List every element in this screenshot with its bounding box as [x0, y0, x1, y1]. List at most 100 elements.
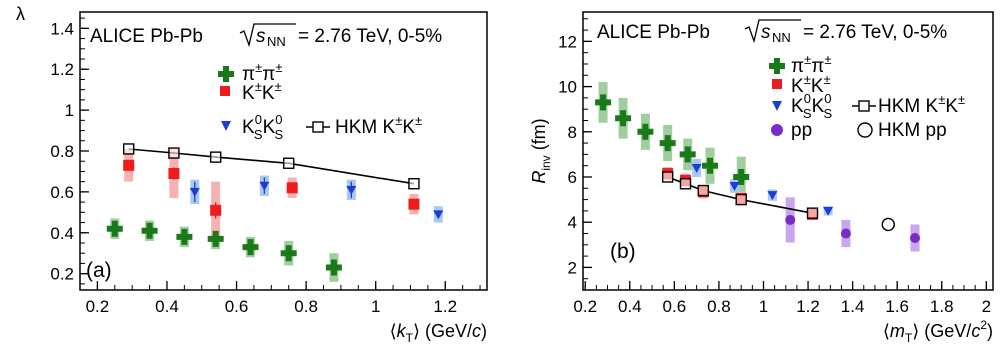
- panel-b-series-0-point: [659, 135, 676, 152]
- panel-a-markers: [106, 143, 444, 276]
- panel-a-ticks: 0.2 0.4 0.6 0.8 1 1.2 0.2 0.4 0.6 0.8 1 1.2 1.4: [50, 17, 481, 316]
- panel-b-xtick-label: 1.8: [930, 297, 954, 316]
- panel-b-series-0-point: [679, 146, 696, 163]
- panel-a-series-1-point: [168, 167, 180, 179]
- panel-a-series-2-point: [433, 210, 444, 220]
- svg-text:HKM K±K±: HKM K±K±: [878, 92, 965, 117]
- panel-a-xlabel: ⟨kT⟩ (GeV/c): [390, 321, 487, 345]
- svg-text:NN: NN: [267, 34, 286, 49]
- panel-a-xtick-label: 1: [371, 297, 380, 316]
- panel-a-lambda: 0.2 0.4 0.6 0.8 1 1.2 0.2 0.4 0.6 0.8 1 1.2 1.4 ALIC…: [16, 4, 488, 345]
- legend-b-pion-entry: π±π±: [769, 52, 832, 77]
- panel-a-series-3-point: [168, 147, 180, 159]
- panel-a-series-0-point: [207, 230, 224, 247]
- panel-a-xtick-label: 0.2: [86, 297, 110, 316]
- panel-a-xtick-label: 0.6: [225, 297, 249, 316]
- legend-b-k0s-marker: [772, 101, 782, 111]
- panel-a-frame: [79, 11, 488, 291]
- legend-b-pp-entry: pp: [771, 120, 812, 141]
- panel-b-xtick-label: 1.2: [796, 297, 820, 316]
- svg-text:NN: NN: [772, 30, 791, 45]
- panel-b-series-2-point: [691, 163, 702, 173]
- legend-a-hkm-entry: HKM K±K±: [306, 113, 422, 138]
- panel-a-ytick-label: 1: [65, 101, 74, 120]
- panel-a-series-0-point: [242, 239, 259, 256]
- panel-b-series-0-point: [637, 123, 654, 140]
- panel-a-series-2-point: [189, 187, 200, 197]
- panel-b-ticks: 0.2 0.4 0.6 0.8 1 1.2 1.4 1.6 1.8 2 2 4 6 8 10 12: [558, 18, 991, 316]
- panel-b-header-experiment: ALICE Pb-Pb: [597, 22, 710, 43]
- panel-b-ytick-label: 6: [568, 168, 577, 187]
- panel-b-xtick-label: 1.4: [841, 297, 865, 316]
- svg-text:K±K±: K±K±: [242, 79, 282, 104]
- svg-text:HKM K±K±: HKM K±K±: [335, 113, 422, 138]
- panel-a-legend: π±π± K±K± K0 SK0 S HKM K±K±: [218, 60, 422, 142]
- panel-a-series-1-point: [286, 182, 298, 194]
- panel-b-series-4-point: [806, 207, 819, 219]
- panel-b-ytick-label: 10: [558, 78, 577, 97]
- panel-a-xtick-label: 0.8: [294, 297, 318, 316]
- panel-a-series-1-point: [123, 159, 135, 171]
- panel-b-series-4-point: [735, 193, 747, 206]
- panel-a-header-energy: = 2.76 TeV, 0-5%: [298, 26, 442, 47]
- panel-a-ylabel: λ: [16, 4, 25, 24]
- svg-text:s: s: [761, 22, 771, 43]
- panel-a-series-1-point: [210, 204, 222, 216]
- panel-b-ylabel: Rinv (fm): [529, 118, 553, 183]
- panel-a-xtick-label: 0.4: [155, 297, 179, 316]
- legend-a-hkm-marker: [312, 121, 324, 133]
- svg-text:HKM pp: HKM pp: [878, 120, 947, 141]
- panel-b-xtick-label: 1.6: [885, 297, 909, 316]
- panel-b-ytick-label: 12: [558, 32, 577, 51]
- panel-a-ytick-label: 0.8: [50, 142, 74, 161]
- panel-a-ytick-label: 1.2: [50, 60, 74, 79]
- panel-a-series-0-point: [325, 259, 342, 276]
- legend-b-pion-marker: [769, 58, 785, 74]
- panel-b-xtick-label: 0.6: [663, 297, 687, 316]
- panel-a-series-0-point: [141, 222, 158, 239]
- panel-b-series-2-point: [767, 191, 778, 201]
- panel-b-tag: (b): [610, 240, 636, 263]
- panel-a-xtick-label: 1.2: [433, 297, 457, 316]
- legend-b-k0s-entry: K0 SK0 S: [772, 91, 833, 121]
- legend-a-k0s-entry: K0 SK0 S: [221, 112, 284, 142]
- panel-b-series-2-point: [823, 206, 834, 216]
- panel-a-ytick-label: 0.2: [50, 265, 74, 284]
- panel-a-tag: (a): [86, 259, 112, 282]
- panel-a-header-experiment: ALICE Pb-Pb: [90, 26, 203, 47]
- legend-b-hkm-entry: HKM K±K±: [852, 92, 965, 117]
- panel-a-header-sqrt: s NN: [239, 23, 296, 49]
- panel-b-series-3-point: [785, 214, 796, 225]
- panel-b-xtick-label: 0.4: [618, 297, 642, 316]
- legend-b-kcharged-entry: K±K±: [772, 72, 831, 97]
- panel-b-series-0-point: [595, 94, 612, 111]
- panel-b-series-4-point: [697, 184, 710, 197]
- panel-b-series-5-point: [881, 217, 895, 232]
- panel-b-xtick-label: 2: [982, 297, 991, 316]
- panel-a-series-1-point: [408, 198, 420, 210]
- panel-b-header-sqrt: s NN: [744, 19, 801, 45]
- panel-b-series-3-point: [910, 233, 921, 244]
- panel-b-xtick-label: 0.8: [707, 297, 731, 316]
- panel-b-legend: π±π± K±K± K0 SK0 S HKM K±K± pp HKM pp: [769, 52, 965, 141]
- panel-a-series-3-point: [123, 143, 135, 155]
- panel-b-xtick-label: 0.2: [573, 297, 597, 316]
- legend-b-kcharged-marker: [772, 79, 782, 89]
- panel-b-systematic-bands: [598, 82, 920, 252]
- panel-a-series-2-point: [346, 185, 357, 195]
- panel-b-series-4-point: [679, 178, 692, 190]
- svg-text:π±π±: π±π±: [242, 60, 283, 85]
- panel-b-series-0-point: [702, 157, 718, 174]
- panel-a-systematic-bands: [110, 148, 443, 282]
- panel-a-series-2-point: [259, 181, 270, 191]
- legend-a-kcharged-marker: [220, 86, 230, 96]
- panel-b-frame: [582, 11, 994, 291]
- panel-b-radius: 0.2 0.4 0.6 0.8 1 1.2 1.4 1.6 1.8 2 2 4 6 8 10 12 ALICE…: [529, 11, 994, 345]
- legend-b-pp-marker: [771, 124, 783, 136]
- panel-b-xtick-label: 1: [759, 297, 768, 316]
- panel-a-series-3-point: [209, 151, 222, 163]
- panel-a-ytick-label: 0.6: [50, 183, 74, 202]
- panel-a-series-0-point: [176, 228, 193, 245]
